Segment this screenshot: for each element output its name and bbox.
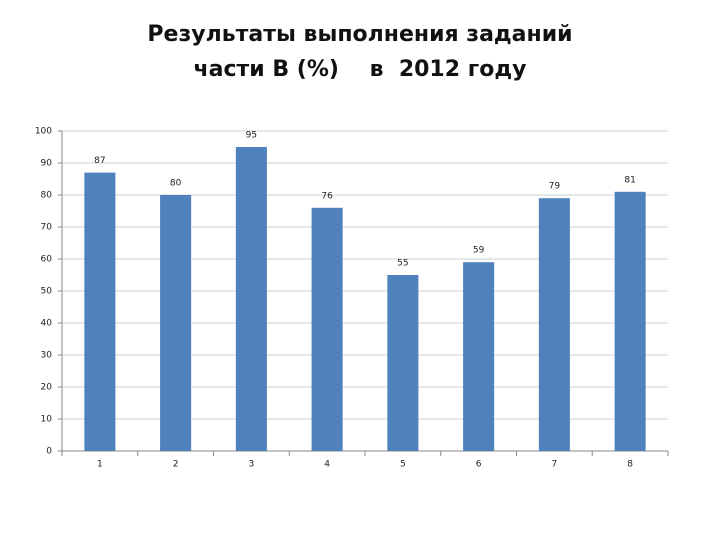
y-tick-label: 90 [41,159,53,169]
bar [235,147,267,451]
x-tick-label: 8 [627,460,633,470]
y-tick-label: 80 [41,191,53,201]
data-label: 55 [397,259,408,269]
data-label: 76 [321,191,333,201]
y-tick-label: 50 [41,287,53,297]
chart-title: части В (%) в 2012 году [194,57,527,82]
data-label: 87 [94,156,105,166]
x-tick-label: 7 [552,460,558,470]
chart-title: Результаты выполнения заданий [147,22,572,47]
x-tick-label: 2 [173,460,179,470]
data-label: 95 [246,131,257,141]
y-tick-label: 0 [46,447,52,457]
x-tick-label: 3 [249,460,255,470]
bar [387,275,419,451]
y-tick-label: 60 [41,255,53,265]
data-label: 81 [624,175,635,185]
y-tick-label: 20 [41,383,53,393]
x-tick-label: 4 [324,460,330,470]
x-tick-label: 6 [476,460,482,470]
x-tick-label: 1 [97,460,103,470]
data-label: 59 [473,246,485,256]
y-tick-label: 100 [35,127,52,137]
bar [614,191,646,452]
bar [160,195,192,451]
y-tick-label: 30 [41,351,53,361]
data-label: 79 [549,182,561,192]
data-label: 80 [170,179,182,189]
bar [538,198,570,451]
x-tick-label: 5 [400,460,406,470]
y-tick-label: 70 [41,223,53,233]
y-tick-label: 40 [41,319,53,329]
bar [84,172,116,451]
bar [463,262,495,451]
y-tick-label: 10 [41,415,53,425]
bar [311,207,343,451]
